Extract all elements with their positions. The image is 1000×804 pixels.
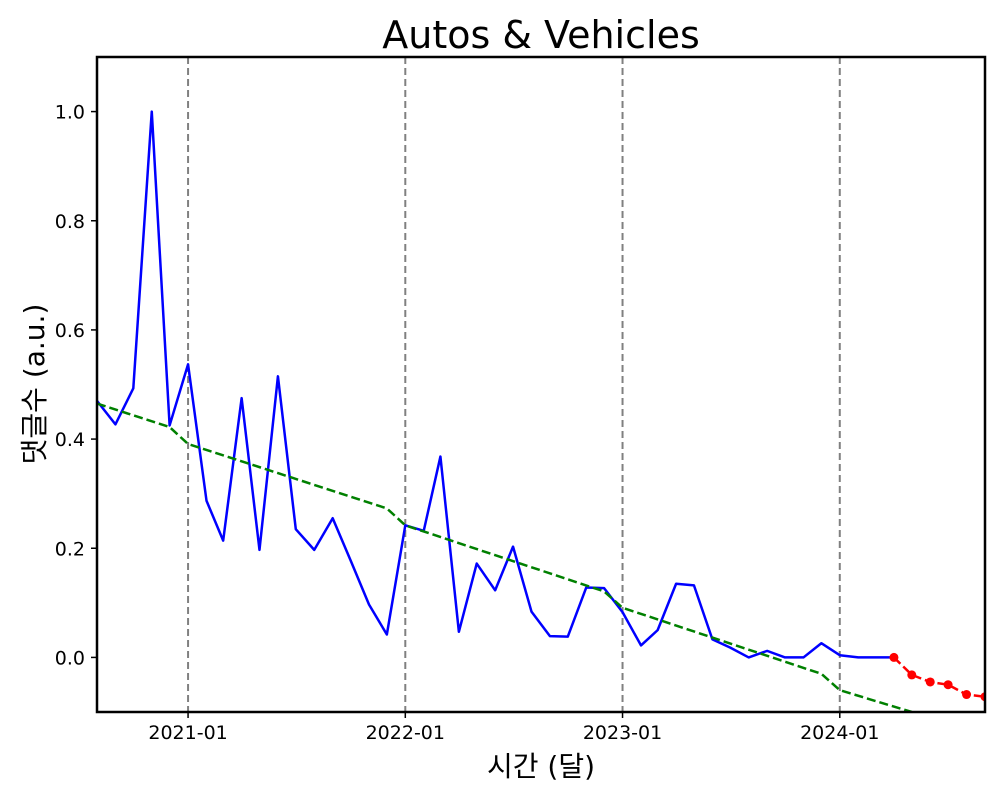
vertical-reference-lines: [187, 57, 841, 712]
y-tick-label: 0.4: [55, 429, 85, 451]
series-2-point-1: [907, 670, 917, 680]
chart-title: Autos & Vehicles: [382, 13, 700, 57]
x-axis: 2021-01 2022-01 2023-01 2024-01: [148, 712, 879, 744]
series-2-point-0: [889, 652, 899, 662]
y-tick-label: 0.0: [55, 647, 85, 669]
series-2-point-2: [925, 677, 935, 687]
plot-frame: [95, 55, 987, 714]
x-tick-label: 2021-01: [148, 722, 227, 744]
x-tick-label: 2024-01: [800, 722, 879, 744]
series-2-point-3: [943, 680, 953, 690]
y-tick-label: 0.2: [55, 538, 85, 560]
x-tick-label: 2022-01: [366, 722, 445, 744]
y-tick-label: 1.0: [55, 102, 85, 124]
y-axis: 0.0 0.2 0.4 0.6 0.8 1.0: [55, 102, 97, 669]
series-2-point-4: [962, 690, 972, 700]
y-axis-label: 댓글수 (a.u.): [18, 304, 51, 465]
x-tick-label: 2023-01: [583, 722, 662, 744]
y-tick-label: 0.6: [55, 320, 85, 342]
series-1-line: [97, 402, 913, 712]
series-0-line: [97, 110, 894, 659]
series-2-line: [893, 656, 985, 698]
x-axis-label: 시간 (달): [487, 750, 595, 783]
y-tick-label: 0.8: [55, 211, 85, 233]
series-layer: [97, 110, 985, 712]
